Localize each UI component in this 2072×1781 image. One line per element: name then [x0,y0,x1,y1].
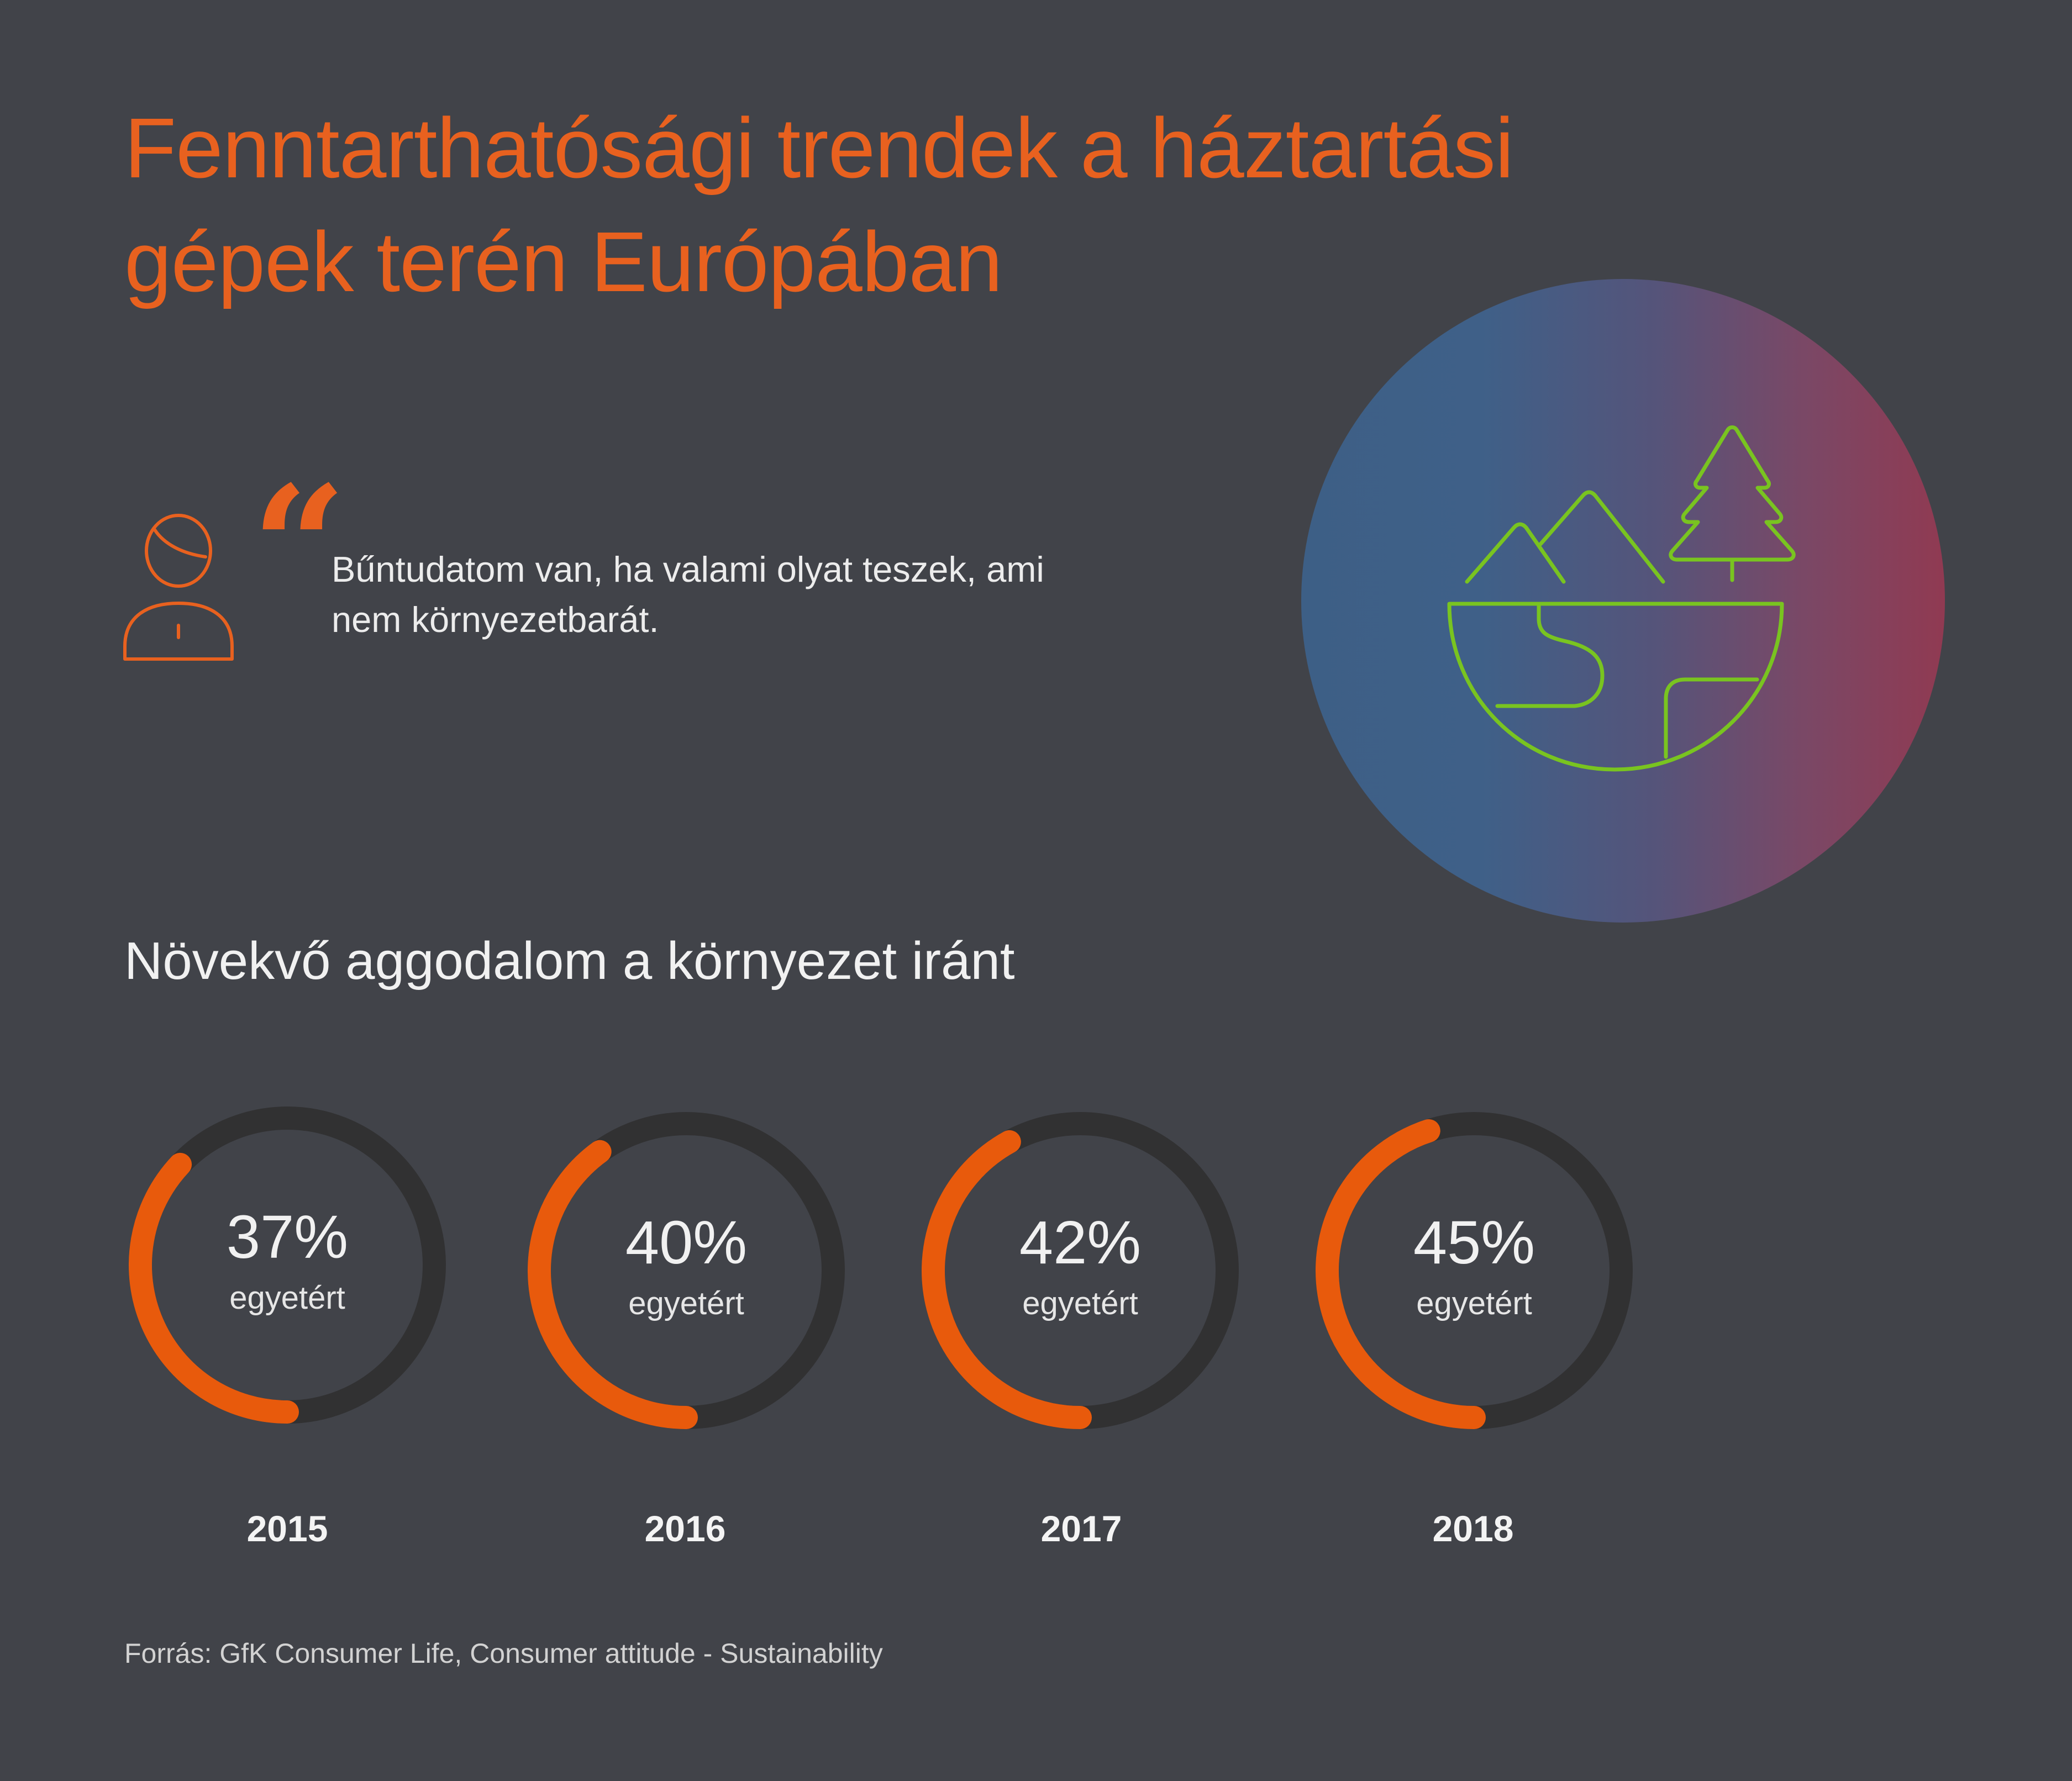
globe-illustration [1301,279,1945,923]
year-label-2017: 2017 [1040,1508,1122,1549]
page-title-line-2: gépek terén Európában [124,214,1003,309]
agree-label-2018: egyetért [1416,1285,1532,1321]
donut-2015: 37% egyetért [127,1105,448,1425]
page-title-line-1: Fenntarthatósági trendek a háztartási [124,101,1514,196]
year-label-2018: 2018 [1432,1508,1514,1549]
year-label-2015: 2015 [246,1508,328,1549]
quote-text: Bűntudatom van, ha valami olyat teszek, … [332,544,1188,645]
year-label-2016: 2016 [644,1508,726,1549]
donut-2018: 45% egyetért [1314,1110,1634,1431]
value-label-2018: 45% [1413,1209,1535,1277]
donut-arc-2015 [129,1152,299,1424]
agree-label-2016: egyetért [628,1285,744,1321]
donut-arc-2018 [1316,1119,1486,1429]
value-label-2016: 40% [625,1209,748,1277]
donut-arc-2016 [528,1140,698,1429]
page-title: Fenntarthatósági trendek a háztartási gé… [124,91,1616,319]
donut-2017: 42% egyetért [920,1110,1240,1431]
value-label-2017: 42% [1019,1209,1142,1277]
globe-mountains-tree-icon [1447,425,1796,772]
person-icon [123,514,234,661]
donut-arc-2017 [922,1130,1092,1429]
quote-line-2: nem környezetbarát. [332,599,659,640]
source-note: Forrás: GfK Consumer Life, Consumer atti… [124,1638,883,1669]
donut-2016: 40% egyetért [526,1110,846,1431]
value-label-2015: 37% [226,1203,349,1271]
chart-subtitle: Növekvő aggodalom a környezet iránt [124,931,1015,990]
agree-label-2015: egyetért [229,1280,345,1316]
quote-line-1: Bűntudatom van, ha valami olyat teszek, … [332,549,1044,589]
agree-label-2017: egyetért [1022,1285,1138,1321]
